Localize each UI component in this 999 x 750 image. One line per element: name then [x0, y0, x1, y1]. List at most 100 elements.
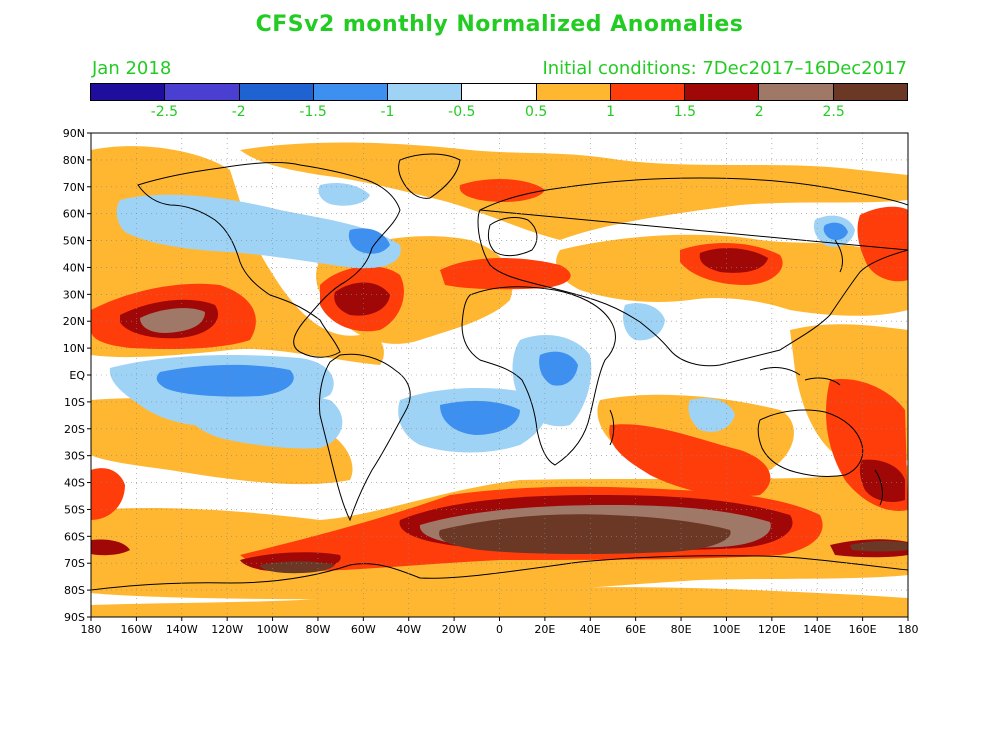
lon-label: 40W: [396, 623, 421, 636]
lat-label: 70N: [63, 181, 85, 194]
lat-label: 60N: [63, 208, 85, 221]
lightblue-anomaly-eastern-canada: [318, 183, 370, 206]
colorbar-tick-label: 1: [606, 104, 615, 120]
lat-label: 70S: [64, 557, 85, 570]
colorbar-tick-label: -2: [231, 104, 246, 120]
blue-anomaly-hudson: [348, 228, 390, 254]
brown-anomaly-southeast-edge: [850, 540, 908, 552]
blue-anomaly-south-atlantic: [440, 400, 520, 435]
lon-label: 180: [898, 623, 919, 636]
lat-label: 20N: [63, 315, 85, 328]
lon-label: 40E: [580, 623, 601, 636]
gridlines: [91, 133, 908, 617]
lon-label: 180: [81, 623, 102, 636]
lat-label: 80S: [64, 584, 85, 597]
colorbar: [90, 83, 908, 101]
lon-label: 140W: [166, 623, 198, 636]
red-anomaly-west-pacific: [857, 206, 908, 282]
red-anomaly-north-atlantic-high: [440, 258, 571, 290]
lat-label: 10N: [63, 342, 85, 355]
colorbar-tick-label: -0.5: [448, 104, 476, 120]
colorbar-swatch: [462, 84, 537, 100]
lat-label: 50S: [64, 503, 85, 516]
blue-anomaly-equatorial-pacific: [156, 364, 294, 397]
map-title: CFSv2 monthly Normalized Anomalies: [255, 12, 744, 37]
red-anomaly-west-edge: [91, 468, 125, 520]
colorbar-tick-label: 2: [754, 104, 764, 120]
colorbar-swatch: [759, 84, 834, 100]
lon-label: 20W: [442, 623, 467, 636]
orange-anomaly-antarctic: [91, 587, 908, 617]
colorbar-swatch: [239, 84, 314, 100]
colorbar-tick-label: -1.5: [299, 104, 327, 120]
lon-label: 100W: [257, 623, 289, 636]
forecast-month: Jan 2018: [92, 58, 172, 79]
lat-label: 20S: [64, 423, 85, 436]
lon-label: 100E: [712, 623, 740, 636]
coastline-greenland: [398, 153, 461, 199]
darkred-anomaly-west-atlantic: [334, 282, 390, 316]
coastline-europe: [487, 217, 538, 257]
darkred-anomaly-tasman: [859, 459, 905, 502]
colorbar-swatch: [388, 84, 463, 100]
colorbar-swatch: [685, 84, 760, 100]
lightblue-anomaly-south-pacific: [180, 389, 343, 449]
coastline-new-zealand: [874, 469, 883, 506]
lon-label: 60W: [351, 623, 376, 636]
lon-label: 160E: [849, 623, 877, 636]
coastlines: [91, 153, 908, 591]
colorbar-swatch: [91, 84, 166, 100]
lon-label: 120E: [758, 623, 786, 636]
lon-label: 60E: [625, 623, 646, 636]
colorbar-swatch: [833, 84, 907, 100]
initial-conditions: Initial conditions: 7Dec2017–16Dec2017: [542, 58, 907, 79]
colorbar-swatch: [313, 84, 389, 100]
colorbar-tick-label: -1: [380, 104, 395, 120]
colorbar-tick-label: 2.5: [822, 104, 845, 120]
lon-label: 80W: [306, 623, 331, 636]
latitude-labels: 90N 80N 70N 60N 50N 40N 30N 20N 10N EQ 10S 20S 30S 40…: [63, 127, 91, 624]
lat-label: 90S: [64, 611, 85, 624]
colorbar-tick-label: 0.5: [525, 104, 548, 120]
brown-anomaly-south-pacific: [260, 561, 335, 574]
lat-label: 30N: [63, 288, 85, 301]
colorbar-tick-label: 1.5: [673, 104, 697, 120]
lightblue-anomaly-canada: [116, 194, 401, 269]
coastline-australia: [757, 409, 864, 477]
lat-label: EQ: [69, 369, 85, 382]
lat-label: 10S: [64, 396, 85, 409]
lon-label: 140E: [803, 623, 831, 636]
darkred-anomaly-south-west: [91, 539, 130, 556]
coastline-eurasia: [477, 177, 908, 367]
lat-label: 80N: [63, 154, 85, 167]
lightblue-anomaly-arabia: [623, 303, 665, 341]
coastline-north-america: [137, 161, 401, 358]
coastline-japan: [834, 239, 843, 273]
brown-anomaly-southern-ocean: [439, 514, 731, 555]
lat-label: 40S: [64, 477, 85, 490]
coastline-antarctica: [91, 555, 908, 591]
blue-anomaly-japan: [823, 222, 848, 240]
colorbar-swatch: [536, 84, 611, 100]
colorbar-swatch: [165, 84, 240, 100]
red-anomaly-south-indian: [609, 424, 771, 497]
lat-label: 30S: [64, 450, 85, 463]
colorbar-swatch: [610, 84, 686, 100]
blue-anomaly-central-africa: [539, 351, 578, 386]
lat-label: 50N: [63, 235, 85, 248]
lon-label: 20E: [534, 623, 555, 636]
coastline-africa: [461, 286, 616, 466]
lon-label: 0: [496, 623, 503, 636]
anomaly-fields: [91, 142, 908, 617]
darkred-anomaly-east-asia: [699, 248, 768, 273]
orange-anomaly-arctic: [240, 142, 908, 240]
longitude-labels: 180 160W 140W 120W 100W 80W 60W 40W 20W 0 20E 40E 60…: [81, 617, 919, 636]
red-anomaly-arctic: [459, 178, 545, 202]
mauve-anomaly-east-pacific: [140, 308, 205, 333]
lat-label: 90N: [63, 127, 85, 140]
coastline-madagascar: [609, 409, 615, 446]
lon-label: 120W: [211, 623, 243, 636]
lon-label: 160W: [120, 623, 152, 636]
coastline-indonesia: [759, 367, 841, 386]
